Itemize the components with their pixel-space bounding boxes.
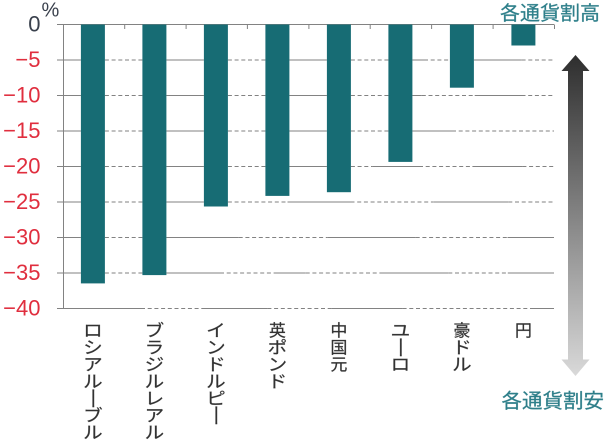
svg-text:−5: −5 (15, 47, 40, 72)
svg-text:%: % (42, 0, 60, 22)
svg-text:−25: −25 (3, 189, 40, 214)
svg-text:0: 0 (28, 12, 40, 37)
svg-text:−15: −15 (3, 118, 40, 143)
svg-text:−30: −30 (3, 225, 40, 250)
svg-text:−40: −40 (3, 296, 40, 321)
svg-text:−35: −35 (3, 260, 40, 285)
svg-text:−20: −20 (3, 154, 40, 179)
svg-text:−10: −10 (3, 83, 40, 108)
